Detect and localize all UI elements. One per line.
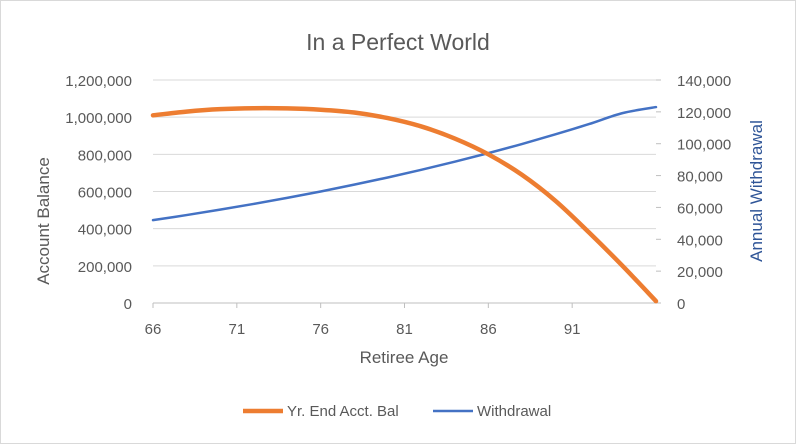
right-tick-label: 20,000 (677, 264, 723, 281)
x-axis-label: Retiree Age (360, 348, 449, 367)
left-tick-label: 400,000 (78, 222, 132, 239)
x-axis-ticks: 66 71 76 81 86 91 (145, 303, 581, 338)
x-tick-label: 91 (564, 321, 581, 338)
left-tick-label: 1,200,000 (65, 73, 132, 90)
right-tick-label: 40,000 (677, 232, 723, 249)
legend-label: Yr. End Acct. Bal (287, 403, 399, 420)
balance-series-line (150, 105, 659, 304)
left-axis-label: Account Balance (34, 157, 53, 285)
x-tick-label: 66 (145, 321, 162, 338)
left-tick-label: 800,000 (78, 147, 132, 164)
left-tick-label: 200,000 (78, 259, 132, 276)
legend: Yr. End Acct. Bal Withdrawal (243, 403, 551, 420)
right-axis-label: Annual Withdrawal (747, 120, 766, 262)
x-tick-label: 86 (480, 321, 497, 338)
left-axis-ticks: 0 200,000 400,000 600,000 800,000 1,000,000 1,… (65, 73, 132, 313)
chart-title: In a Perfect World (306, 29, 490, 55)
left-tick-label: 1,000,000 (65, 110, 132, 127)
right-axis-ticks: 0 20,000 40,000 60,000 80,000 100,000 120,000 1… (656, 73, 731, 313)
x-tick-label: 71 (228, 321, 245, 338)
right-tick-label: 60,000 (677, 200, 723, 217)
legend-label: Withdrawal (477, 403, 551, 420)
left-tick-label: 600,000 (78, 185, 132, 202)
x-tick-label: 81 (396, 321, 413, 338)
left-tick-label: 0 (124, 296, 132, 313)
x-tick-label: 76 (312, 321, 329, 338)
right-tick-label: 120,000 (677, 105, 731, 122)
right-tick-label: 140,000 (677, 73, 731, 90)
right-tick-label: 0 (677, 296, 685, 313)
gridlines (153, 79, 656, 267)
series-lines (150, 105, 659, 304)
withdrawal-series-line (151, 105, 658, 222)
legend-item-balance: Yr. End Acct. Bal (243, 403, 399, 420)
right-tick-label: 100,000 (677, 137, 731, 154)
legend-item-withdrawal: Withdrawal (433, 403, 551, 420)
right-tick-label: 80,000 (677, 169, 723, 186)
